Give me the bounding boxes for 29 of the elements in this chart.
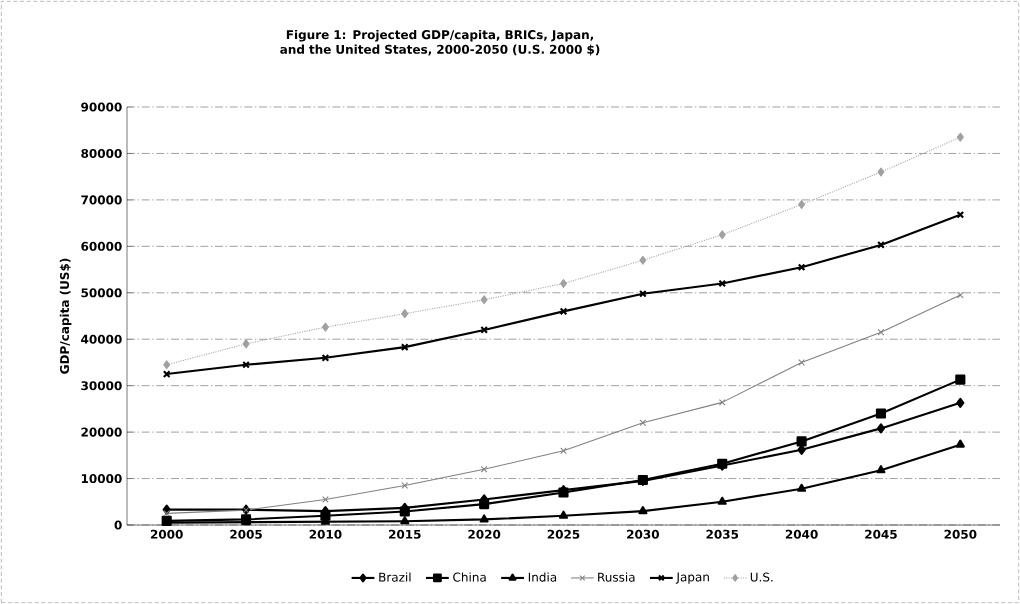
chart-title: Figure 1: Projected GDP/capita, BRICs, Japan, and the United States, 2000-2050 (U.S. 2000 $) — [280, 29, 600, 56]
y-tick-label: 30000 — [81, 381, 122, 391]
x-tick-label: 2035 — [706, 529, 739, 539]
legend-label: Russia — [598, 572, 635, 582]
y-tick-label: 80000 — [81, 148, 122, 158]
y-tick-label: 10000 — [81, 474, 122, 484]
y-tick-label: 40000 — [81, 334, 122, 344]
legend-label: Brazil — [379, 572, 411, 582]
legend-label: China — [453, 572, 486, 582]
x-tick-label: 2045 — [865, 529, 897, 539]
y-tick-label: 70000 — [81, 195, 122, 205]
legend-label: India — [528, 572, 557, 582]
x-tick-label: 2000 — [150, 529, 183, 539]
y-tick-label: 0 — [114, 520, 122, 530]
x-tick-label: 2005 — [230, 529, 262, 539]
x-tick-label: 2015 — [389, 529, 421, 539]
legend-label: U.S. — [750, 572, 773, 582]
y-axis-title: GDP/capita (US$) — [59, 258, 72, 374]
y-tick-label: 90000 — [81, 102, 122, 112]
x-tick-label: 2030 — [627, 529, 660, 539]
legend-label: Japan — [675, 572, 709, 584]
x-tick-label: 2050 — [944, 529, 977, 539]
x-tick-label: 2010 — [309, 529, 342, 539]
x-tick-label: 2020 — [468, 529, 501, 539]
y-tick-label: 20000 — [81, 427, 122, 437]
y-tick-label: 60000 — [81, 241, 122, 251]
x-tick-label: 2040 — [785, 529, 818, 539]
y-tick-label: 50000 — [81, 288, 122, 298]
x-tick-label: 2025 — [547, 529, 580, 539]
